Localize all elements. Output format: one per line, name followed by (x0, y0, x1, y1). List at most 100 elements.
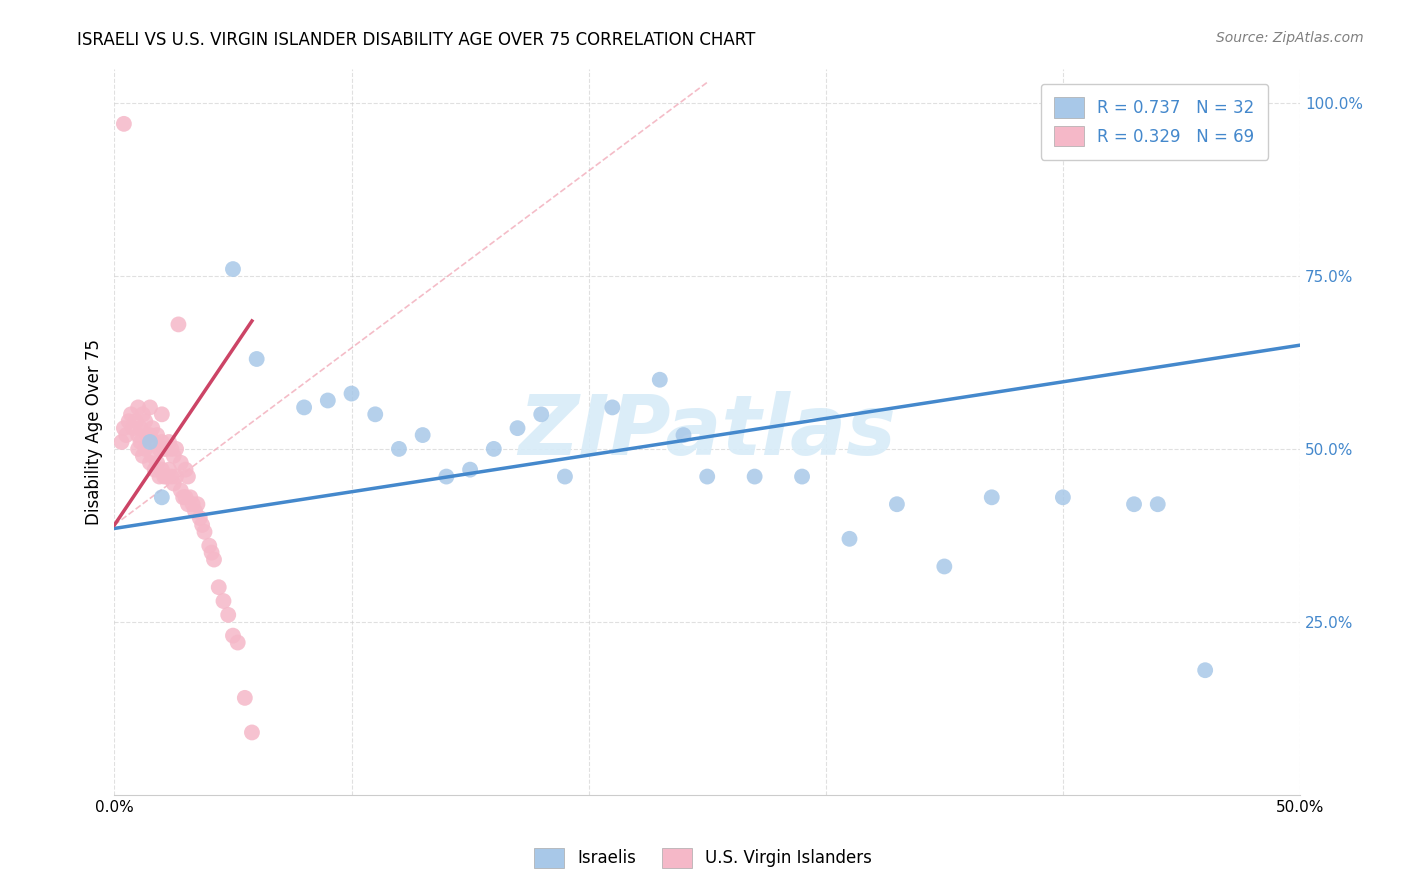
Point (112, 421, 135, 435)
Point (127, 428, 149, 442)
Point (696, 469, 718, 483)
Point (163, 476, 186, 491)
Point (153, 469, 176, 483)
Point (112, 117, 135, 131)
Point (150, 463, 173, 477)
Point (980, 491, 1002, 505)
Point (139, 434, 162, 449)
Point (212, 594, 235, 608)
Point (141, 449, 163, 463)
Point (170, 483, 193, 498)
Point (226, 635, 249, 649)
Point (150, 407, 173, 421)
Point (648, 373, 671, 387)
Point (1052, 491, 1074, 505)
Point (193, 524, 215, 539)
Point (530, 407, 553, 421)
Point (412, 428, 434, 442)
Point (155, 469, 177, 483)
Point (170, 456, 193, 470)
Point (202, 552, 225, 566)
Point (364, 407, 387, 421)
Point (292, 401, 315, 415)
Point (134, 414, 156, 428)
Point (146, 428, 169, 442)
Point (172, 491, 194, 505)
Point (1194, 663, 1216, 677)
Point (139, 428, 162, 442)
Point (186, 497, 208, 511)
Point (115, 428, 138, 442)
Point (744, 469, 766, 483)
Point (160, 469, 183, 483)
Point (148, 469, 170, 483)
Point (139, 456, 162, 470)
Point (1218, 96, 1240, 111)
Point (179, 491, 201, 505)
Point (177, 469, 200, 483)
Point (134, 442, 156, 456)
Point (198, 539, 221, 553)
Point (150, 434, 173, 449)
Point (181, 497, 204, 511)
Point (177, 497, 200, 511)
Text: Source: ZipAtlas.com: Source: ZipAtlas.com (1216, 31, 1364, 45)
Point (117, 414, 139, 428)
Point (340, 386, 363, 401)
Legend: R = 0.737   N = 32, R = 0.329   N = 69: R = 0.737 N = 32, R = 0.329 N = 69 (1040, 84, 1268, 160)
Point (201, 546, 224, 560)
Point (127, 442, 149, 456)
Point (458, 463, 481, 477)
Point (1123, 497, 1146, 511)
Point (165, 469, 187, 483)
Point (160, 442, 183, 456)
Point (886, 497, 908, 511)
Point (602, 401, 624, 415)
Point (150, 491, 173, 505)
Point (240, 725, 263, 739)
Point (129, 421, 152, 435)
Point (139, 401, 162, 415)
Point (167, 318, 190, 332)
Point (554, 469, 576, 483)
Text: ZIPatlas: ZIPatlas (519, 391, 896, 472)
Point (672, 428, 695, 442)
Point (127, 401, 149, 415)
Point (222, 629, 245, 643)
Point (233, 690, 256, 705)
Point (132, 407, 155, 421)
Y-axis label: Disability Age Over 75: Disability Age Over 75 (86, 339, 103, 524)
Point (120, 407, 142, 421)
Point (934, 559, 956, 574)
Point (188, 511, 211, 525)
Text: ISRAELI VS U.S. VIRGIN ISLANDER DISABILITY AGE OVER 75 CORRELATION CHART: ISRAELI VS U.S. VIRGIN ISLANDER DISABILI… (77, 31, 755, 49)
Point (129, 434, 152, 449)
Point (1241, 96, 1264, 111)
Point (838, 532, 860, 546)
Point (482, 442, 505, 456)
Point (132, 449, 155, 463)
Point (174, 491, 197, 505)
Point (222, 262, 245, 277)
Point (136, 428, 159, 442)
Point (153, 442, 176, 456)
Point (174, 463, 197, 477)
Point (208, 580, 231, 594)
Point (1146, 497, 1168, 511)
Point (110, 434, 132, 449)
Point (157, 434, 180, 449)
Point (316, 393, 339, 408)
Point (146, 456, 169, 470)
Legend: Israelis, U.S. Virgin Islanders: Israelis, U.S. Virgin Islanders (527, 841, 879, 875)
Point (143, 434, 166, 449)
Point (122, 421, 145, 435)
Point (506, 421, 529, 435)
Point (165, 442, 187, 456)
Point (143, 463, 166, 477)
Point (141, 421, 163, 435)
Point (163, 449, 186, 463)
Point (191, 518, 214, 533)
Point (184, 504, 207, 518)
Point (155, 442, 177, 456)
Point (217, 607, 239, 622)
